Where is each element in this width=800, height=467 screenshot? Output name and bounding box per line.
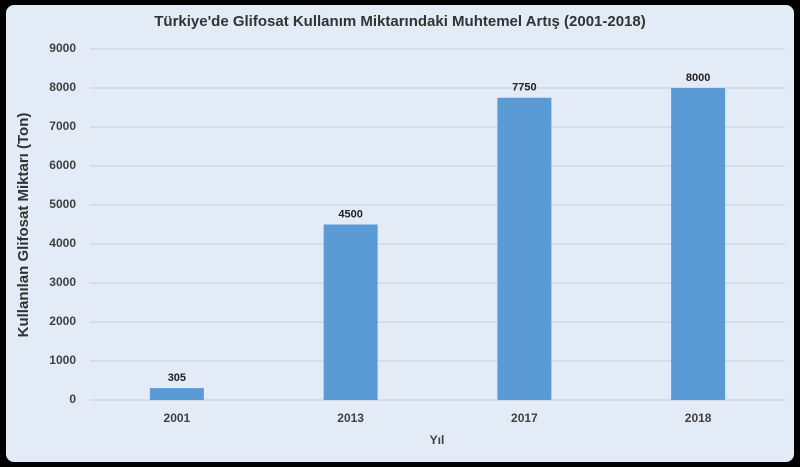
y-tick-label: 1000 xyxy=(49,353,76,367)
x-tick-label: 2017 xyxy=(511,411,538,425)
y-tick-label: 4000 xyxy=(49,236,76,250)
data-label: 4500 xyxy=(338,208,362,220)
data-label: 7750 xyxy=(512,82,536,94)
bar xyxy=(671,88,726,400)
chart-title: Türkiye'de Glifosat Kullanım Miktarındak… xyxy=(154,13,645,30)
y-tick-label: 8000 xyxy=(49,80,76,94)
y-axis-label: Kullanılan Glifosat Miktarı (Ton) xyxy=(15,113,32,338)
data-label: 8000 xyxy=(686,72,710,84)
y-tick-label: 7000 xyxy=(49,119,76,133)
x-axis-label: Yıl xyxy=(430,433,445,447)
x-tick-label: 2013 xyxy=(337,411,364,425)
chart-background xyxy=(6,5,794,462)
y-tick-label: 0 xyxy=(69,392,76,406)
y-tick-label: 5000 xyxy=(49,197,76,211)
bar xyxy=(497,97,552,400)
y-tick-label: 3000 xyxy=(49,275,76,289)
y-tick-label: 9000 xyxy=(49,41,76,55)
data-label: 305 xyxy=(168,372,186,384)
bar xyxy=(323,224,378,400)
x-tick-label: 2001 xyxy=(164,411,191,425)
bar xyxy=(149,388,204,400)
y-tick-label: 2000 xyxy=(49,314,76,328)
y-tick-label: 6000 xyxy=(49,158,76,172)
x-tick-label: 2018 xyxy=(685,411,712,425)
